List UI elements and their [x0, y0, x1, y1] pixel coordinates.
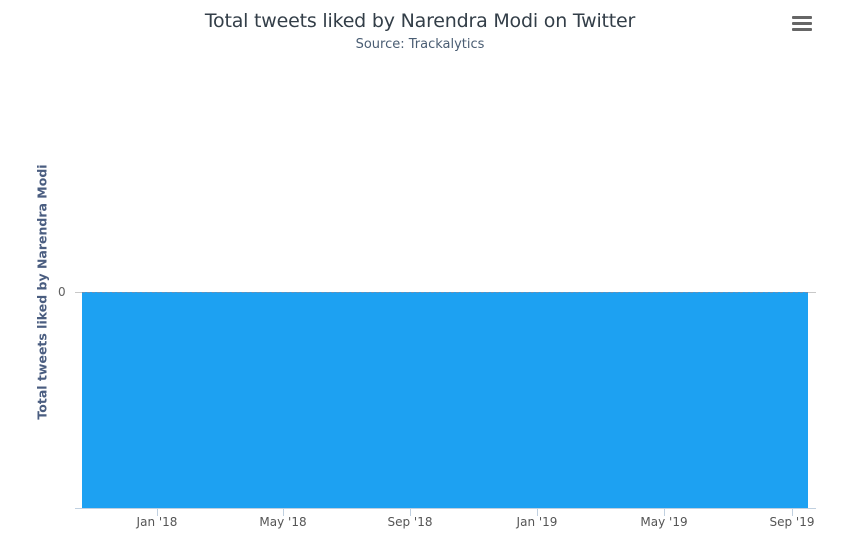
- x-tick-label: Sep '18: [387, 515, 433, 529]
- x-tick-mark: [792, 508, 793, 516]
- x-tick-label: Jan '18: [136, 515, 178, 529]
- x-tick-label: Sep '19: [769, 515, 815, 529]
- x-tick-label: Jan '19: [516, 515, 558, 529]
- y-tick-label: 0: [58, 285, 66, 299]
- series-line: [82, 292, 808, 293]
- x-axis-line: [75, 508, 816, 509]
- chart-title: Total tweets liked by Narendra Modi on T…: [204, 10, 636, 32]
- x-tick-mark: [664, 508, 665, 516]
- x-tick-label: May '19: [640, 515, 688, 529]
- x-tick-mark: [283, 508, 284, 516]
- x-tick-mark: [537, 508, 538, 516]
- chart-menu-button[interactable]: [792, 16, 812, 34]
- hamburger-menu-icon: [792, 16, 812, 31]
- x-tick-label: May '18: [259, 515, 307, 529]
- series-area[interactable]: [82, 292, 808, 508]
- chart-subtitle: Source: Trackalytics: [355, 37, 485, 52]
- x-tick-mark: [157, 508, 158, 516]
- x-tick-mark: [410, 508, 411, 516]
